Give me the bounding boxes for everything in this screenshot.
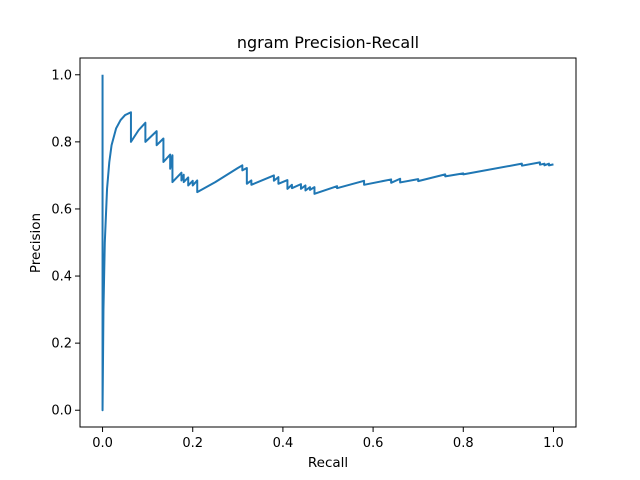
x-tick-label: 0.2	[182, 436, 203, 451]
y-tick-label: 0.4	[51, 270, 72, 285]
y-axis: 0.0 0.2 0.4 0.6 0.8 1.0	[51, 68, 80, 419]
y-tick-label: 0.2	[51, 337, 72, 352]
x-axis-label: Recall	[308, 455, 348, 471]
x-tick-label: 0.4	[273, 436, 294, 451]
x-axis: 0.0 0.2 0.4 0.6 0.8 1.0	[92, 427, 564, 451]
y-tick-label: 0.0	[51, 404, 72, 419]
chart-title: ngram Precision-Recall	[237, 33, 419, 52]
series-line	[101, 74, 554, 412]
x-tick-label: 0.0	[92, 436, 113, 451]
y-tick-label: 0.8	[51, 135, 72, 150]
x-tick-label: 0.6	[363, 436, 384, 451]
axes-frame	[79, 57, 577, 428]
x-tick-label: 0.8	[453, 436, 474, 451]
x-tick-label: 1.0	[543, 436, 564, 451]
y-tick-label: 0.6	[51, 202, 72, 217]
y-tick-label: 1.0	[51, 68, 72, 83]
plot-area	[79, 57, 577, 428]
y-axis-label: Precision	[28, 213, 44, 273]
